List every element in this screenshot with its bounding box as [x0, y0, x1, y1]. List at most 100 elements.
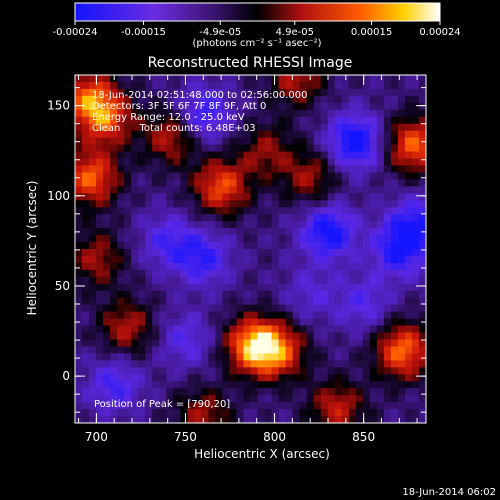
heatmap-cell	[82, 269, 90, 278]
heatmap-cell	[271, 116, 279, 125]
heatmap-cell	[145, 290, 153, 299]
heatmap-cell	[201, 325, 209, 333]
heatmap-cell	[257, 395, 265, 403]
heatmap-cell	[264, 346, 272, 354]
heatmap-cell	[271, 395, 279, 403]
heatmap-cell	[82, 402, 90, 410]
heatmap-cell	[173, 346, 181, 354]
heatmap-cell	[145, 137, 153, 145]
heatmap-cell	[271, 235, 279, 243]
heatmap-cell	[208, 262, 216, 271]
heatmap-cell	[355, 297, 364, 306]
heatmap-cell	[145, 165, 153, 173]
heatmap-cell	[397, 158, 406, 166]
heatmap-cell	[201, 318, 209, 326]
heatmap-cell	[89, 186, 97, 194]
heatmap-cell	[334, 158, 343, 166]
heatmap-cell	[89, 137, 97, 145]
heatmap-cell	[264, 95, 272, 104]
heatmap-cell	[257, 304, 265, 313]
x-tick-label: 850	[352, 430, 375, 444]
heatmap-cell	[194, 144, 202, 152]
heatmap-cell	[173, 374, 181, 382]
heatmap-cell	[180, 200, 188, 208]
heatmap-cell	[180, 346, 188, 354]
heatmap-cell	[152, 269, 160, 278]
heatmap-cell	[166, 283, 174, 292]
heatmap-cell	[341, 172, 350, 180]
heatmap-cell	[397, 186, 406, 194]
colorbar-tick-label: 0.00015	[351, 27, 392, 38]
heatmap-cell	[180, 262, 188, 271]
heatmap-cell	[222, 81, 230, 90]
heatmap-cell	[173, 172, 181, 180]
heatmap-cell	[131, 102, 139, 111]
heatmap-cell	[117, 276, 125, 285]
heatmap-cell	[320, 262, 329, 271]
heatmap-cell	[208, 318, 216, 326]
heatmap-cell	[362, 409, 371, 417]
heatmap-cell	[390, 235, 399, 243]
heatmap-cell	[390, 249, 399, 257]
heatmap-cell	[103, 172, 111, 180]
heatmap-cell	[418, 116, 426, 125]
heatmap-cell	[341, 228, 350, 236]
heatmap-cell	[201, 200, 209, 208]
heatmap-cell	[313, 151, 322, 159]
heatmap-cell	[327, 221, 336, 229]
heatmap-cell	[152, 249, 160, 257]
heatmap-cell	[187, 255, 195, 264]
heatmap-cell	[334, 235, 343, 243]
heatmap-cell	[348, 311, 357, 319]
heatmap-cell	[243, 374, 251, 382]
heatmap-cell	[334, 186, 343, 194]
heatmap-cell	[341, 367, 350, 375]
heatmap-cell	[334, 409, 343, 417]
heatmap-cell	[131, 207, 139, 215]
heatmap-cell	[313, 88, 322, 97]
heatmap-cell	[75, 130, 83, 139]
heatmap-cell	[222, 165, 230, 173]
heatmap-cell	[306, 228, 315, 236]
heatmap-cell	[348, 388, 357, 396]
heatmap-cell	[208, 165, 216, 173]
heatmap-cell	[264, 207, 272, 215]
heatmap-cell	[131, 262, 139, 271]
heatmap-cell	[215, 339, 223, 347]
colorbar-tick-label: 4.9e-05	[276, 27, 314, 38]
heatmap-cell	[355, 123, 364, 132]
heatmap-cell	[250, 130, 258, 139]
heatmap-cell	[124, 360, 132, 368]
heatmap-cell	[145, 395, 153, 403]
heatmap-cell	[376, 75, 385, 83]
heatmap-cell	[124, 109, 132, 118]
heatmap-cell	[243, 402, 251, 410]
heatmap-cell	[117, 235, 125, 243]
heatmap-cell	[306, 262, 315, 271]
heatmap-cell	[369, 318, 378, 326]
heatmap-cell	[285, 165, 294, 173]
heatmap-cell	[411, 276, 420, 285]
heatmap-cell	[229, 151, 237, 159]
heatmap-cell	[75, 249, 83, 257]
heatmap-cell	[180, 165, 188, 173]
heatmap-cell	[180, 151, 188, 159]
heatmap-cell	[243, 409, 251, 417]
heatmap-cell	[89, 409, 97, 417]
heatmap-cell	[187, 158, 195, 166]
heatmap-cell	[355, 276, 364, 285]
heatmap-cell	[222, 235, 230, 243]
heatmap-cell	[313, 165, 322, 173]
heatmap-cell	[229, 186, 237, 194]
heatmap-cell	[250, 95, 258, 104]
heatmap-cell	[397, 388, 406, 396]
heatmap-cell	[264, 283, 272, 292]
heatmap-cell	[390, 151, 399, 159]
heatmap-cell	[264, 165, 272, 173]
heatmap-cell	[110, 81, 118, 90]
heatmap-cell	[152, 109, 160, 118]
heatmap-cell	[250, 200, 258, 208]
heatmap-cell	[313, 374, 322, 382]
heatmap-cell	[117, 75, 125, 83]
